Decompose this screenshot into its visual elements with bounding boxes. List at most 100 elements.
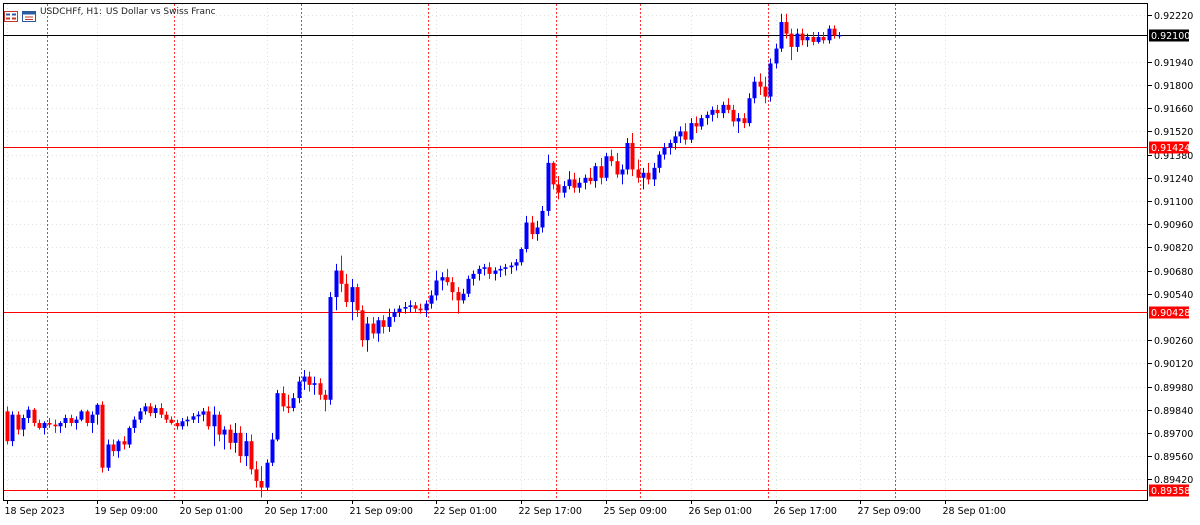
candle-body — [487, 267, 492, 274]
candle-body — [540, 210, 545, 228]
candle-body — [403, 306, 408, 309]
candle-body — [774, 48, 779, 64]
candle-body — [328, 297, 333, 400]
candle-body — [609, 156, 614, 162]
candle-body — [132, 419, 137, 428]
candle-body — [556, 184, 561, 193]
candle-body — [694, 123, 699, 127]
candle-body — [259, 480, 264, 488]
chart-menu-icon[interactable] — [4, 7, 18, 22]
candle-body — [509, 265, 514, 268]
candle-body — [79, 411, 84, 420]
candle-body — [424, 303, 429, 311]
candle-body — [805, 36, 810, 41]
candle-body — [662, 147, 667, 155]
candle-body — [397, 308, 402, 312]
candle-body — [519, 249, 524, 263]
candle-body — [710, 109, 715, 115]
candle-body — [32, 409, 37, 423]
candle-body — [440, 277, 445, 281]
candle-body — [837, 35, 842, 37]
candle-body — [201, 411, 206, 415]
candle-body — [95, 404, 100, 415]
candle-body — [429, 295, 434, 304]
y-tick-label: 0.91240 — [1154, 174, 1193, 185]
candle-body — [228, 429, 233, 443]
candle-body — [312, 383, 317, 385]
candle-body — [630, 142, 635, 170]
candle-body — [562, 186, 567, 193]
candle-body — [577, 182, 582, 188]
candle-body — [588, 177, 593, 182]
y-tick-label: 0.90680 — [1154, 267, 1193, 278]
candle-body — [185, 419, 190, 422]
candle-body — [249, 441, 254, 470]
candle-body — [477, 268, 482, 274]
candle-body — [286, 406, 291, 409]
candle-body — [138, 411, 143, 420]
candle-body — [21, 417, 26, 430]
candle-body — [821, 36, 826, 41]
candle-body — [164, 414, 169, 420]
candle-body — [503, 267, 508, 269]
candle-body — [800, 33, 805, 41]
candle-body — [535, 227, 540, 235]
chart-window-icon[interactable] — [22, 7, 36, 22]
candle-body — [365, 323, 370, 341]
candle-body — [371, 323, 376, 334]
candle-body — [699, 118, 704, 127]
candle-body — [747, 98, 752, 124]
candle-body — [641, 172, 646, 178]
price-tag-label: 0.91424 — [1151, 143, 1190, 154]
x-tick-label: 18 Sep 2023 — [5, 506, 65, 517]
y-tick-label: 0.91940 — [1154, 58, 1193, 69]
axes: 0.89420 0.89560 0.89700 0.89840 0.89980 0.901… — [3, 3, 1193, 517]
candle-body — [461, 293, 466, 301]
candle-body — [450, 282, 455, 293]
candle-body — [721, 104, 726, 114]
y-tick-label: 0.89420 — [1154, 475, 1193, 486]
candle-body — [546, 162, 551, 211]
candle-body — [47, 422, 52, 425]
candle-body — [726, 104, 731, 110]
candle-body — [599, 166, 604, 178]
candle-body — [493, 270, 498, 274]
candle-body — [615, 161, 620, 175]
candle-body — [705, 114, 710, 119]
candle-body — [180, 421, 185, 427]
x-tick-label: 26 Sep 01:00 — [689, 506, 752, 517]
level-price-tag — [1149, 306, 1189, 319]
candle-body — [567, 179, 572, 187]
x-tick-label: 20 Sep 01:00 — [180, 506, 243, 517]
candle-body — [5, 411, 10, 442]
candle-body — [832, 28, 837, 36]
horizontal-levels — [4, 35, 1147, 491]
candle-body — [42, 422, 47, 428]
chart-description: US Dollar vs Swiss Franc — [105, 7, 216, 17]
candle-body — [758, 81, 763, 87]
candle-body — [10, 414, 15, 442]
x-tick-label: 21 Sep 09:00 — [350, 506, 413, 517]
candle-body — [593, 166, 598, 182]
y-tick-label: 0.92220 — [1154, 11, 1193, 22]
x-tick-label: 27 Sep 09:00 — [858, 506, 921, 517]
candle-body — [291, 398, 296, 409]
candle-body — [63, 417, 68, 423]
period-separators — [47, 4, 896, 500]
candle-body — [445, 277, 450, 283]
candle-body — [53, 424, 58, 427]
candle-body — [456, 292, 461, 301]
y-tick-label: 0.90120 — [1154, 359, 1193, 370]
candle-body — [811, 36, 816, 42]
candle-body — [111, 444, 116, 452]
candle-body — [795, 33, 800, 47]
price-tag-label: 0.89358 — [1151, 486, 1190, 497]
candle-body — [789, 33, 794, 47]
candle-body — [350, 287, 355, 303]
y-tick-label: 0.91660 — [1154, 104, 1193, 115]
candle-body — [646, 172, 651, 180]
candle-body — [106, 444, 111, 468]
candle-body — [816, 36, 821, 42]
